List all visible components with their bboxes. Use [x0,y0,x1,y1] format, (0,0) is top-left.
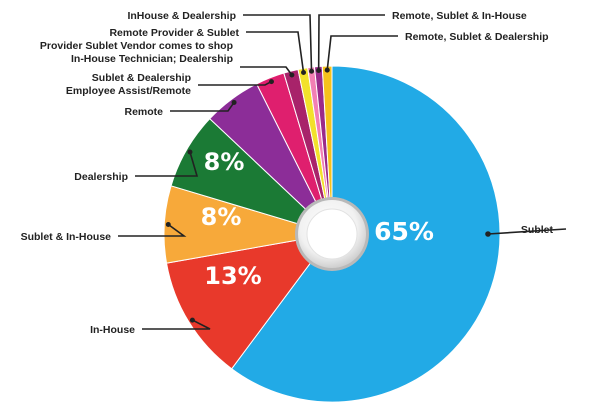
leader-line [170,101,235,112]
slice-percent: 13% [204,262,261,290]
slice-label: In-House [90,324,135,336]
leader-line [198,80,272,86]
slice-label: Provider Sublet Vendor comes to shop In-H… [40,40,233,65]
leader-line [487,228,567,235]
leader-line [243,14,313,72]
pie-slice [165,233,334,370]
slice-label: Sublet & Dealership Employee Assist/Remot… [66,72,191,97]
slice-label: Dealership [74,171,128,183]
leader-line [142,319,211,330]
slice-percent: 8% [201,203,242,231]
leader-line [135,151,199,177]
leader-line [240,66,293,76]
leader-line [317,14,385,71]
leader-line [118,223,187,237]
slice-label: Remote, Sublet & In-House [392,10,527,22]
slice-label: Remote, Sublet & Dealership [405,31,549,43]
leader-line [246,31,305,73]
leader-lines [118,14,567,330]
slice-label: InHouse & Dealership [127,10,236,22]
slice-labels: Sublet In-House Sublet & In-House Dealershi… [21,10,554,336]
donut-hole [295,197,369,271]
slice-label: Sublet [521,224,554,236]
percent-labels: 65% 13% 8% 8% [201,148,434,290]
pie-slices [163,65,501,403]
slice-percent: 65% [374,217,434,246]
slice-percent: 8% [204,148,245,176]
slice-label: Sublet & In-House [21,231,112,243]
slice-label: Remote [124,106,163,118]
slice-label: Remote Provider & Sublet [109,27,239,39]
leader-line [326,35,398,71]
